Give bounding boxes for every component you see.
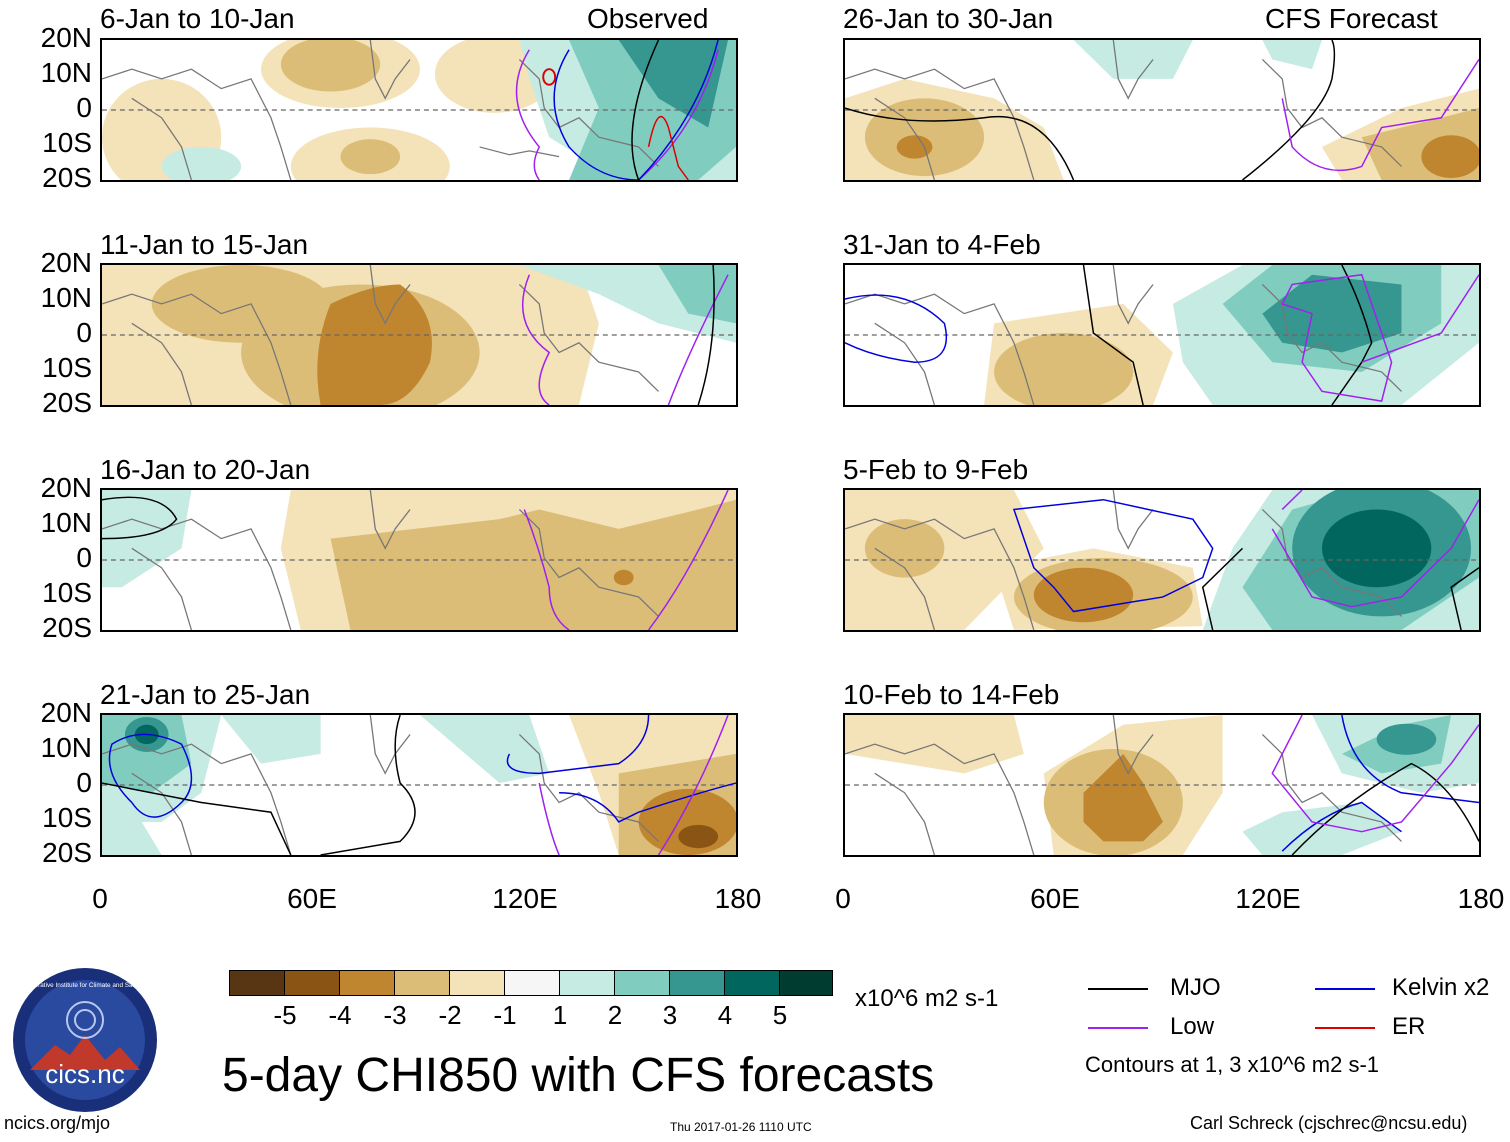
lat-label: 20N xyxy=(40,697,92,728)
lon-label: 0 xyxy=(835,883,851,914)
lat-label: 10S xyxy=(42,577,92,608)
lat-label: 10S xyxy=(42,127,92,158)
colorbar-swatch xyxy=(614,970,670,996)
legend-mjo-label: MJO xyxy=(1170,974,1221,1001)
colorbar-swatch xyxy=(229,970,285,996)
lon-label: 180 xyxy=(1457,883,1505,914)
legend-kelvin-label: Kelvin x2 xyxy=(1392,974,1490,1001)
legend-er-label: ER xyxy=(1392,1013,1426,1040)
lat-label: 20S xyxy=(42,387,92,418)
legend-mjo-line xyxy=(1088,988,1148,990)
panel-5-map xyxy=(843,38,1481,182)
lon-label: 120E xyxy=(492,883,558,914)
colorbar-label: 2 xyxy=(607,1000,623,1030)
panel-1-map xyxy=(100,38,738,182)
legend-er-line xyxy=(1315,1027,1375,1029)
lat-label: 0 xyxy=(76,542,92,573)
footer-author: Carl Schreck (cjschrec@ncsu.edu) xyxy=(1190,1113,1468,1133)
lat-label: 10N xyxy=(40,57,92,88)
colorbar-swatch xyxy=(339,970,395,996)
panel-4-period: 21-Jan to 25-Jan xyxy=(100,679,311,710)
colorbar-label: 1 xyxy=(552,1000,568,1030)
lat-label: 20N xyxy=(40,472,92,503)
colorbar-swatch xyxy=(779,970,833,996)
panel-2-period: 11-Jan to 15-Jan xyxy=(100,229,309,260)
panel-5-source: CFS Forecast xyxy=(1265,3,1438,34)
lat-label: 10S xyxy=(42,352,92,383)
panel-8-map xyxy=(843,713,1481,857)
panel-3-period: 16-Jan to 20-Jan xyxy=(100,454,311,485)
lon-label: 0 xyxy=(92,883,108,914)
colorbar-label: -4 xyxy=(328,1000,352,1030)
colorbar-label: -5 xyxy=(273,1000,297,1030)
lat-label: 10N xyxy=(40,282,92,313)
colorbar-swatch xyxy=(284,970,340,996)
colorbar-swatch xyxy=(724,970,780,996)
lat-label: 10N xyxy=(40,732,92,763)
panel-6-map xyxy=(843,263,1481,407)
lat-label: 0 xyxy=(76,767,92,798)
panel-8-period: 10-Feb to 14-Feb xyxy=(843,679,1060,710)
legend-note: Contours at 1, 3 x10^6 m2 s-1 xyxy=(1085,1052,1380,1077)
lat-label: 20S xyxy=(42,837,92,868)
footer-url: ncics.org/mjo xyxy=(4,1113,111,1133)
panel-5-period: 26-Jan to 30-Jan xyxy=(843,3,1054,34)
panel-7-map xyxy=(843,488,1481,632)
lat-label: 0 xyxy=(76,92,92,123)
colorbar-swatch xyxy=(669,970,725,996)
colorbar-label: -2 xyxy=(438,1000,462,1030)
lat-label: 20S xyxy=(42,162,92,193)
cics-logo: cics.nc Cooperative Institute for Climat… xyxy=(10,965,160,1115)
colorbar-swatch xyxy=(559,970,615,996)
lat-label: 20N xyxy=(40,247,92,278)
lon-label: 60E xyxy=(287,883,337,914)
colorbar-swatch xyxy=(394,970,450,996)
panel-2-map xyxy=(100,263,738,407)
panel-7-period: 5-Feb to 9-Feb xyxy=(843,454,1029,485)
lat-label: 20N xyxy=(40,22,92,53)
logo-text: cics.nc xyxy=(45,1059,124,1089)
lat-label: 10S xyxy=(42,802,92,833)
colorbar-label: 4 xyxy=(717,1000,733,1030)
figure-title: 5-day CHI850 with CFS forecasts xyxy=(222,1049,935,1102)
legend-low-line xyxy=(1088,1027,1148,1029)
legend-low-label: Low xyxy=(1170,1013,1215,1040)
colorbar-label: 5 xyxy=(772,1000,788,1030)
colorbar-swatch xyxy=(504,970,560,996)
lon-label: 120E xyxy=(1235,883,1301,914)
panel-3-map xyxy=(100,488,738,632)
lat-label: 20S xyxy=(42,612,92,643)
legend-kelvin-line xyxy=(1315,988,1375,990)
panel-6-period: 31-Jan to 4-Feb xyxy=(843,229,1041,260)
colorbar-swatch xyxy=(449,970,505,996)
panel-1-period: 6-Jan to 10-Jan xyxy=(100,3,295,34)
lon-label: 180 xyxy=(714,883,762,914)
footer-timestamp: Thu 2017-01-26 1110 UTC xyxy=(670,1120,812,1134)
colorbar-label: 3 xyxy=(662,1000,678,1030)
lat-label: 0 xyxy=(76,317,92,348)
lat-label: 10N xyxy=(40,507,92,538)
colorbar-label: -3 xyxy=(383,1000,407,1030)
panel-4-map xyxy=(100,713,738,857)
colorbar-label: -1 xyxy=(493,1000,517,1030)
panel-1-source: Observed xyxy=(587,3,709,34)
colorbar-units: x10^6 m2 s-1 xyxy=(855,985,999,1012)
logo-ring-text: Cooperative Institute for Climate and Sa… xyxy=(19,982,150,989)
lon-label: 60E xyxy=(1030,883,1080,914)
